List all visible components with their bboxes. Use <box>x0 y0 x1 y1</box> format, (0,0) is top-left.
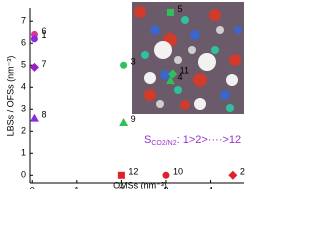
x-tick-label: 2 <box>119 185 124 189</box>
point-label: 12 <box>128 167 138 177</box>
point <box>166 8 174 16</box>
x-axis-title: OMSs (nm⁻³) <box>113 180 167 189</box>
point-label: 4 <box>177 72 182 82</box>
y-tick-label: 4 <box>21 82 26 92</box>
chart: LBSs / OFSs (nm⁻³) SCO2/N2: 1>2>····>12 … <box>5 2 245 189</box>
point <box>120 61 128 69</box>
x-tick-label: 0 <box>30 185 35 189</box>
y-tick-label: 0 <box>21 170 26 180</box>
point-label: 9 <box>131 114 136 124</box>
point-label: 1 <box>41 30 46 40</box>
point-label: 10 <box>173 167 183 177</box>
y-tick-label: 6 <box>21 38 26 48</box>
point <box>119 117 129 126</box>
point <box>165 76 175 85</box>
annotation: SCO2/N2: 1>2>····>12 <box>144 134 241 147</box>
y-tick-label: 7 <box>21 16 26 26</box>
annotation-main: S <box>144 134 151 146</box>
structure-inset <box>132 2 244 114</box>
y-tick-label: 1 <box>21 148 26 158</box>
annotation-rest: : 1>2>····>12 <box>177 134 242 146</box>
point-label: 5 <box>177 4 182 14</box>
annotation-subscript: CO2/N2 <box>151 140 176 147</box>
y-tick-label: 2 <box>21 126 26 136</box>
point <box>162 171 170 179</box>
point-label: 6 <box>41 26 46 36</box>
y-tick-label: 3 <box>21 104 26 114</box>
point <box>228 170 238 180</box>
x-tick-label: 4 <box>208 185 213 189</box>
point <box>29 113 39 122</box>
point-label: 3 <box>131 57 136 67</box>
point-label: 7 <box>41 59 46 69</box>
x-tick-label: 1 <box>74 185 79 189</box>
point-label: 11 <box>180 65 189 75</box>
point <box>117 171 125 179</box>
point-label: 2 <box>240 167 245 177</box>
x-tick-label: 3 <box>163 185 168 189</box>
point-label: 8 <box>41 109 46 119</box>
point <box>29 62 39 72</box>
y-tick-label: 5 <box>21 60 26 70</box>
point <box>30 35 38 43</box>
y-axis-title: LBSs / OFSs (nm⁻³) <box>5 56 15 137</box>
